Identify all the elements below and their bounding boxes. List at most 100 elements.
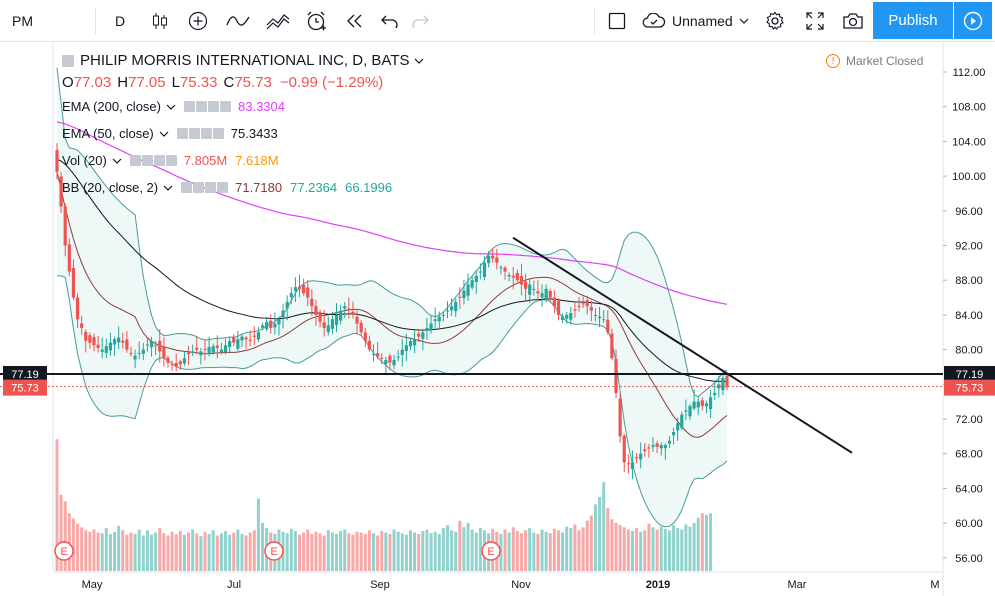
earnings-event-icon[interactable]: [481, 541, 501, 561]
volume-bar: [507, 532, 511, 571]
market-status[interactable]: ! Market Closed: [826, 54, 923, 68]
replay-button[interactable]: [340, 0, 370, 41]
drawings[interactable]: [0, 236, 943, 454]
chevron-down-icon[interactable]: [414, 58, 424, 64]
eye-icon[interactable]: [184, 101, 195, 112]
remove-icon[interactable]: [212, 128, 224, 139]
volume-bar: [347, 533, 351, 571]
clock-alert-icon: !: [826, 54, 840, 68]
symbol-toggle-icon[interactable]: [62, 54, 74, 67]
candle-body: [713, 392, 717, 395]
high-label: H: [117, 74, 129, 91]
earnings-event-icon[interactable]: [54, 541, 74, 561]
volume-bar: [466, 522, 470, 571]
study-legend-row[interactable]: Vol (20) 7.805M 7.618M: [62, 153, 287, 168]
redo-button[interactable]: [406, 0, 434, 41]
price-chart[interactable]: 112.00 108.00 104.00 100.00 96.00 92.00 88.00 8…: [0, 42, 995, 596]
candle-body: [437, 316, 441, 322]
hline-price-tag-left-bg: [3, 365, 47, 382]
publish-button[interactable]: Publish: [873, 2, 953, 39]
compare-button[interactable]: [262, 0, 294, 41]
study-legend-row[interactable]: EMA (50, close) 75.3433: [62, 126, 286, 141]
volume-bar: [166, 535, 170, 571]
layout-name: Unnamed: [672, 12, 733, 29]
eye-icon[interactable]: [176, 128, 188, 139]
chevron-down-icon[interactable]: [166, 104, 176, 110]
fullscreen-button[interactable]: [800, 0, 830, 41]
volume-bar: [248, 532, 252, 571]
volume-bar: [544, 531, 548, 571]
study-controls[interactable]: [184, 101, 231, 112]
price-tick-label: 88.00: [955, 275, 983, 287]
candle-body: [462, 290, 466, 299]
candle-body: [302, 284, 306, 294]
layout-menu-button[interactable]: Unnamed: [642, 0, 754, 41]
symbol-legend-row[interactable]: PHILIP MORRIS INTERNATIONAL INC, D, BATS: [62, 52, 424, 69]
symbol-search-button[interactable]: PM: [6, 0, 62, 41]
change-value: −0.99 (−1.29%): [279, 74, 384, 91]
settings-icon[interactable]: [196, 101, 207, 112]
settings-icon[interactable]: [141, 155, 153, 166]
volume-bar: [240, 534, 244, 571]
candle-body: [540, 293, 544, 298]
candle-body: [355, 316, 359, 324]
price-tick-label: 60.00: [955, 518, 983, 530]
settings-button[interactable]: [760, 0, 790, 41]
volume-bar: [137, 529, 141, 571]
more-icon[interactable]: [205, 182, 217, 193]
time-tick-label: May: [82, 579, 103, 591]
price-axis[interactable]: 112.00 108.00 104.00 100.00 96.00 92.00 88.00 8…: [943, 67, 986, 565]
study-value: 83.3304: [238, 99, 285, 114]
volume-bar: [162, 533, 166, 571]
study-controls[interactable]: [181, 182, 229, 193]
chevron-down-icon[interactable]: [163, 185, 173, 191]
play-button[interactable]: [954, 2, 992, 39]
volume-bar: [219, 533, 223, 571]
volume-bar: [569, 528, 573, 571]
alert-button[interactable]: [300, 0, 332, 41]
trend-line-drawing[interactable]: [512, 236, 853, 454]
chevron-down-icon[interactable]: [112, 158, 122, 164]
study-legend-row[interactable]: EMA (200, close) 83.3304: [62, 99, 293, 114]
interval-button[interactable]: D: [105, 0, 135, 41]
candle-body: [515, 273, 519, 281]
high-value: 77.05: [128, 74, 166, 91]
settings-icon[interactable]: [188, 128, 200, 139]
volume-bar: [330, 532, 334, 571]
study-controls[interactable]: [176, 128, 224, 139]
undo-button[interactable]: [376, 0, 404, 41]
candle-body: [618, 398, 622, 437]
chart-type-button[interactable]: [145, 0, 175, 41]
price-tags: 77.19 75.73 77.19 75.73: [3, 365, 995, 396]
volume-bar: [380, 531, 384, 571]
candle-body: [602, 319, 606, 321]
candle-body: [80, 323, 84, 328]
time-axis[interactable]: May Jul Sep Nov 2019 Mar M: [82, 579, 940, 591]
candle-body: [154, 345, 158, 347]
settings-icon[interactable]: [193, 182, 205, 193]
more-icon[interactable]: [200, 128, 212, 139]
snapshot-button[interactable]: [838, 0, 868, 41]
study-legend-row[interactable]: BB (20, close, 2) 71.7180 77.2364 66.1996: [62, 180, 400, 195]
indicators-button[interactable]: [222, 0, 254, 41]
study-controls[interactable]: [129, 155, 177, 166]
fullscreen-toggle-button[interactable]: [602, 0, 632, 41]
volume-bar: [577, 530, 581, 571]
remove-icon[interactable]: [220, 101, 231, 112]
eye-icon[interactable]: [181, 182, 193, 193]
more-icon[interactable]: [153, 155, 165, 166]
remove-icon[interactable]: [165, 155, 177, 166]
chevron-down-icon[interactable]: [159, 131, 169, 137]
add-indicator-button[interactable]: [183, 0, 213, 41]
remove-icon[interactable]: [217, 182, 229, 193]
volume-bar: [454, 531, 458, 571]
more-icon[interactable]: [208, 101, 219, 112]
candle-body: [334, 314, 339, 326]
volume-bar: [293, 531, 297, 571]
earnings-event-icon[interactable]: [264, 541, 284, 561]
volume-bar: [618, 525, 622, 571]
candle-body: [441, 314, 445, 316]
eye-icon[interactable]: [129, 155, 141, 166]
candle-body: [507, 274, 511, 277]
